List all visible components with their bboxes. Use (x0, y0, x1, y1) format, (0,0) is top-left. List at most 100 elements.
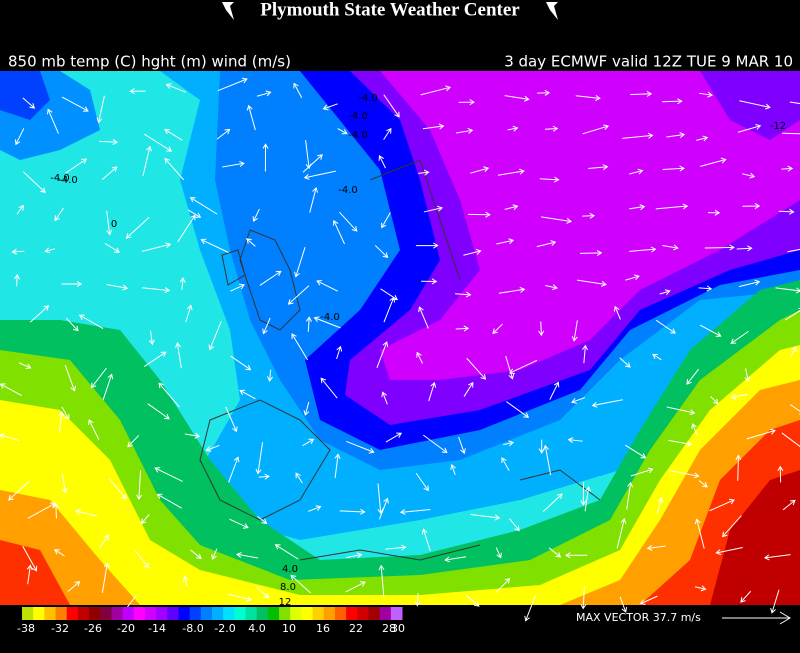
wind-arrow (303, 401, 310, 416)
wind-arrow (309, 186, 319, 213)
colorbar-swatch (267, 607, 280, 620)
wind-arrow (143, 351, 167, 367)
wind-arrow (625, 274, 640, 281)
wind-arrow (691, 423, 698, 436)
wind-arrow (108, 478, 127, 500)
wind-arrow (27, 502, 56, 519)
wind-arrow (455, 128, 474, 134)
wind-arrow (23, 171, 46, 193)
wind-arrow (588, 164, 609, 171)
wind-arrow (466, 357, 487, 380)
wind-arrow (770, 589, 780, 614)
contour-label: -4.0 (58, 175, 78, 186)
colorbar-swatch (100, 607, 112, 620)
colorbar-label: 4.0 (248, 622, 266, 635)
colorbar-swatch (77, 607, 90, 620)
wind-arrow (106, 283, 129, 291)
wind-arrow (134, 550, 150, 569)
wind-arrow (784, 308, 800, 321)
wind-arrow (584, 486, 592, 512)
wind-arrow (778, 208, 795, 215)
wind-arrow (337, 128, 348, 135)
wind-arrow (291, 333, 309, 361)
wind-arrow (227, 593, 253, 602)
colorbar-swatch (368, 607, 381, 620)
wind-arrow (666, 132, 686, 138)
wind-arrow (230, 355, 252, 371)
wind-arrow (709, 498, 735, 512)
wind-arrow (455, 325, 470, 332)
wind-arrow (136, 470, 143, 501)
wind-arrow (738, 279, 761, 288)
colorbar-swatch (167, 607, 179, 620)
wind-arrow (629, 204, 646, 211)
wind-arrow (316, 280, 338, 292)
wind-arrow (549, 381, 560, 400)
wind-arrow (22, 97, 36, 109)
wind-arrow (61, 473, 68, 494)
wind-arrow (378, 154, 386, 169)
contour-label: -4.0 (320, 312, 340, 323)
wind-arrow (52, 502, 59, 519)
wind-arrow (262, 143, 269, 172)
field (0, 71, 50, 120)
field (0, 280, 800, 605)
wind-arrow (736, 245, 753, 252)
wind-arrow (428, 381, 437, 402)
wind-arrow (700, 157, 727, 167)
wind-arrow (782, 499, 796, 511)
wind-arrow (158, 382, 180, 408)
wind-arrow (190, 549, 202, 560)
wind-arrow (622, 132, 654, 139)
wind-arrow (582, 212, 596, 219)
wind-arrow (140, 514, 150, 525)
colorbar-label: 16 (316, 622, 330, 635)
wind-arrow (208, 321, 222, 351)
wind-arrow (65, 317, 79, 332)
colorbar-label: -38 (17, 622, 35, 635)
wind-arrow (217, 77, 248, 92)
colorbar-swatch (144, 607, 157, 620)
right-caption: 3 day ECMWF valid 12Z TUE 9 MAR 10 (504, 53, 793, 71)
wind-arrow (626, 481, 634, 510)
contour-label: -4.0 (348, 111, 368, 122)
wind-arrow (257, 515, 268, 524)
colorbar-swatch (223, 607, 235, 620)
colorbar-swatch (390, 607, 403, 620)
wind-arrow (141, 242, 172, 252)
wind-arrow (0, 433, 20, 442)
wind-arrow (266, 369, 273, 382)
wind-arrow (345, 581, 366, 593)
wind-arrow (239, 389, 256, 400)
wind-arrow (385, 432, 403, 443)
wind-arrow (450, 463, 456, 475)
wind-arrow (567, 437, 583, 444)
wind-arrow (571, 320, 578, 342)
colorbar-label: 30 (391, 622, 405, 635)
colorbar-label: -26 (84, 622, 102, 635)
wind-arrow (165, 83, 186, 93)
wind-arrow (505, 401, 530, 418)
colorbar-swatch (245, 607, 258, 620)
wind-arrow (0, 383, 22, 397)
wind-arrow (540, 216, 572, 224)
colorbar-label: 10 (282, 622, 296, 635)
wind-arrow (564, 552, 588, 559)
wind-arrow (262, 317, 271, 335)
wind-arrow (378, 564, 385, 598)
wind-arrow (374, 245, 389, 259)
wind-arrow (418, 306, 429, 329)
wind-arrow (496, 238, 515, 245)
colorbar-swatch (290, 607, 302, 620)
wind-arrow (8, 481, 30, 501)
wind-arrow (336, 345, 343, 360)
wind-arrow (735, 454, 742, 481)
wind-arrow (465, 595, 480, 607)
wind-arrow (699, 91, 713, 98)
colorbar-swatch (89, 607, 101, 620)
wind-arrow (737, 124, 762, 133)
wind-arrow (421, 278, 438, 285)
wind-arrow (65, 158, 88, 174)
wind-arrow (629, 246, 657, 253)
